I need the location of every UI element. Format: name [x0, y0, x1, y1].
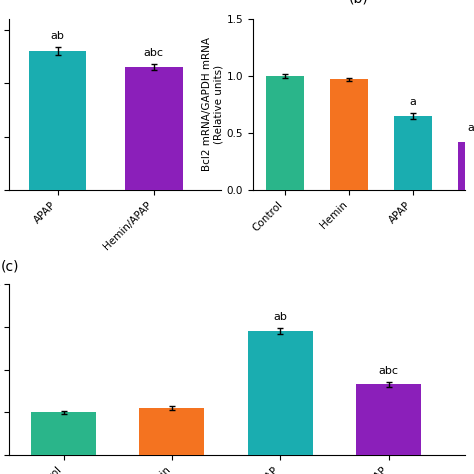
- Bar: [139, 408, 204, 455]
- Text: a: a: [410, 97, 417, 107]
- Text: abc: abc: [467, 123, 474, 133]
- Bar: [29, 51, 86, 190]
- Bar: [248, 331, 313, 455]
- Bar: [330, 79, 368, 190]
- Text: ab: ab: [51, 31, 64, 41]
- Bar: [458, 142, 474, 190]
- Bar: [125, 67, 182, 190]
- Text: (b): (b): [349, 0, 369, 5]
- Bar: [266, 76, 304, 190]
- Y-axis label: Bcl2 mRNA/GAPDH mRNA
(Relative units): Bcl2 mRNA/GAPDH mRNA (Relative units): [202, 37, 224, 172]
- Text: (c): (c): [0, 260, 19, 274]
- Text: abc: abc: [379, 366, 399, 376]
- Bar: [394, 116, 432, 190]
- Bar: [31, 412, 96, 455]
- Text: abc: abc: [144, 48, 164, 58]
- Bar: [356, 384, 421, 455]
- Text: ab: ab: [273, 312, 287, 322]
